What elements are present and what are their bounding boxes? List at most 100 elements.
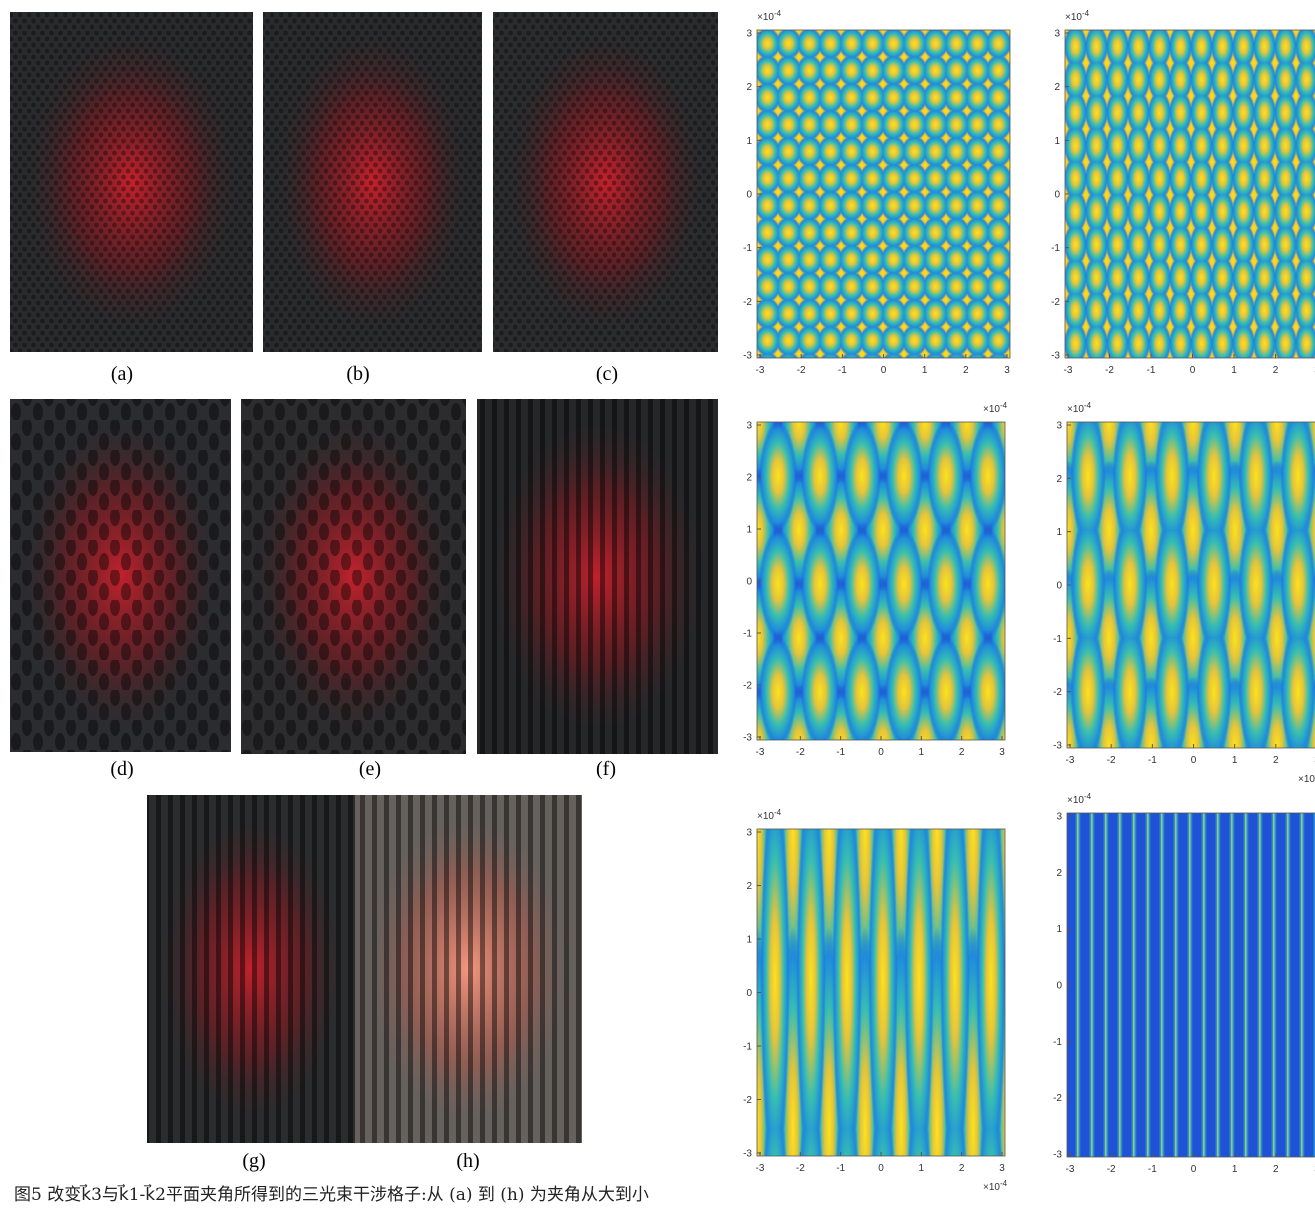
x-tick-label: -1 <box>838 365 847 376</box>
y-tick-label: -3 <box>1051 351 1060 362</box>
photo <box>10 399 231 752</box>
y-tick-label: -1 <box>743 243 752 254</box>
plot-image <box>757 422 1005 740</box>
axis-exponent: ×10-4 <box>1067 401 1092 415</box>
x-tick-label: 0 <box>1191 755 1197 766</box>
y-tick-label: 3 <box>746 828 752 839</box>
y-tick-label: 1 <box>1054 136 1060 147</box>
y-tick-label: 0 <box>746 577 752 588</box>
x-tick-label: 1 <box>919 747 925 758</box>
x-tick-label: -3 <box>1066 1164 1075 1175</box>
x-tick-label: 1 <box>922 365 928 376</box>
x-tick-label: -3 <box>756 1163 765 1174</box>
x-tick-label: -3 <box>1064 365 1073 376</box>
panel-label: (c) <box>596 363 618 385</box>
y-tick-label: 1 <box>746 935 752 946</box>
y-tick-label: -2 <box>743 297 752 308</box>
y-tick-label: -2 <box>1051 297 1060 308</box>
y-tick-label: 0 <box>746 988 752 999</box>
y-tick-label: -2 <box>743 681 752 692</box>
x-tick-label: -2 <box>797 365 806 376</box>
photo-panels: (a) (b) (c) (d) (e) (f) (g) (h) <box>10 12 718 1172</box>
y-tick-label: 1 <box>1056 527 1062 538</box>
x-tick-label: -1 <box>836 1163 845 1174</box>
y-tick-label: 2 <box>746 881 752 892</box>
y-tick-label: 3 <box>1056 812 1062 823</box>
x-tick-label: 0 <box>878 1163 884 1174</box>
x-tick-label: 1 <box>1231 365 1237 376</box>
axis-exponent: ×10-4 <box>1298 771 1315 785</box>
y-tick-label: -3 <box>743 1149 752 1160</box>
x-tick-label: -1 <box>836 747 845 758</box>
x-tick-label: 0 <box>881 365 887 376</box>
x-tick-label: 0 <box>1191 1164 1197 1175</box>
y-tick-label: -1 <box>743 629 752 640</box>
x-tick-label: -2 <box>796 1163 805 1174</box>
x-tick-label: 1 <box>919 1163 925 1174</box>
photo <box>493 12 718 352</box>
panel-label: (h) <box>456 1150 479 1172</box>
figure-page: (a) (b) (c) (d) (e) (f) (g) (h) -3 -3 -2 -2 -1 -1 0 0 1… <box>0 0 1315 1209</box>
plot-image <box>1065 30 1315 358</box>
photo <box>263 12 482 352</box>
y-tick-label: 3 <box>1056 421 1062 432</box>
figure-caption: 图5 改变k⃗3与k⃗1-k⃗2平面夹角所得到的三光束干涉格子:从 (a) 到 … <box>14 1184 649 1205</box>
y-tick-label: -1 <box>1051 243 1060 254</box>
photo <box>355 795 582 1143</box>
axis-exponent: ×10-4 <box>1067 792 1092 806</box>
plot-image <box>757 829 1005 1156</box>
x-tick-label: -2 <box>1107 1164 1116 1175</box>
x-tick-label: -2 <box>796 747 805 758</box>
x-tick-label: 3 <box>1004 365 1010 376</box>
x-tick-label: 2 <box>959 1163 965 1174</box>
axis-exponent: ×10-4 <box>983 1179 1008 1193</box>
y-tick-label: 3 <box>1054 29 1060 40</box>
y-tick-label: -2 <box>1053 1093 1062 1104</box>
y-tick-label: 2 <box>1056 474 1062 485</box>
photo <box>477 399 718 754</box>
x-tick-label: 1 <box>1232 755 1238 766</box>
x-tick-label: -2 <box>1107 755 1116 766</box>
x-tick-label: -2 <box>1105 365 1114 376</box>
panel-label: (a) <box>111 363 133 385</box>
y-tick-label: 2 <box>1054 82 1060 93</box>
panel-label: (f) <box>596 758 616 780</box>
photo <box>147 795 355 1143</box>
y-tick-label: 2 <box>1056 868 1062 879</box>
x-tick-label: 2 <box>959 747 965 758</box>
photo <box>241 399 466 754</box>
y-tick-label: -1 <box>1053 1037 1062 1048</box>
panel-label: (d) <box>110 758 133 780</box>
x-tick-label: -3 <box>756 365 765 376</box>
axis-exponent: ×10-4 <box>757 808 782 822</box>
y-tick-label: 0 <box>746 190 752 201</box>
x-tick-label: -1 <box>1148 755 1157 766</box>
y-tick-label: -2 <box>1053 687 1062 698</box>
x-tick-label: 0 <box>1190 365 1196 376</box>
panel-label: (e) <box>359 758 381 780</box>
x-tick-label: 2 <box>1273 1164 1279 1175</box>
y-tick-label: -3 <box>743 733 752 744</box>
x-tick-label: 2 <box>1273 365 1279 376</box>
y-tick-label: 1 <box>746 136 752 147</box>
plot-image <box>1067 813 1315 1157</box>
x-tick-label: 1 <box>1232 1164 1238 1175</box>
y-tick-label: 1 <box>746 525 752 536</box>
y-tick-label: 3 <box>746 29 752 40</box>
panel-label: (b) <box>346 363 369 385</box>
y-tick-label: 3 <box>746 421 752 432</box>
axis-exponent: ×10-4 <box>757 9 782 23</box>
y-tick-label: 1 <box>1056 924 1062 935</box>
x-tick-label: 3 <box>999 1163 1005 1174</box>
plot-image <box>1067 422 1315 748</box>
y-tick-label: -3 <box>1053 741 1062 752</box>
y-tick-label: -1 <box>743 1042 752 1053</box>
panel-label: (g) <box>242 1150 265 1172</box>
y-tick-label: 2 <box>746 82 752 93</box>
plot-image <box>757 30 1010 358</box>
axis-exponent: ×10-4 <box>1065 9 1090 23</box>
